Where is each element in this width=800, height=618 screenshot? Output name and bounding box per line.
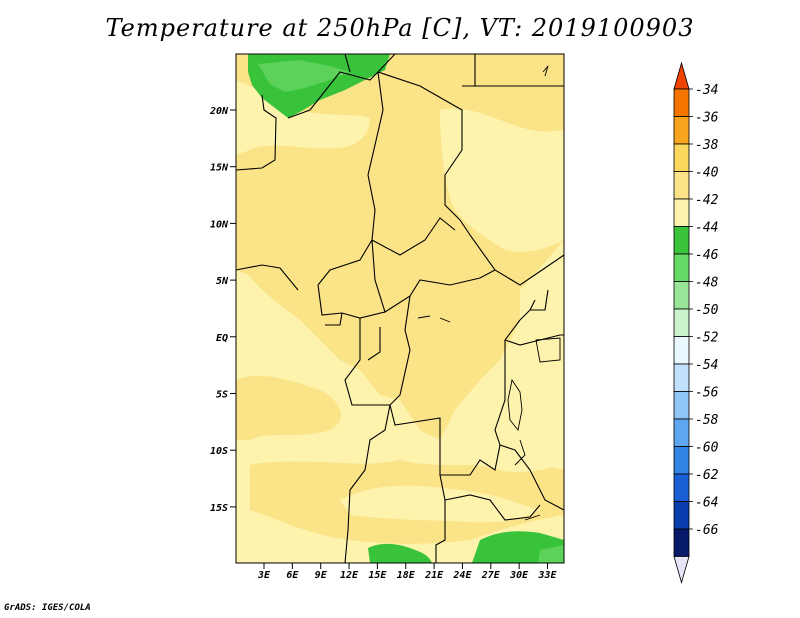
field-pale-east-south: [500, 415, 564, 470]
colorbar-label: -58: [695, 413, 719, 428]
colorbar-box: [673, 446, 690, 475]
colorbar-label: -44: [695, 221, 718, 236]
colorbar-box: [673, 336, 690, 365]
field-green-north-lighter: [258, 60, 350, 92]
colorbar-label: -50: [695, 303, 719, 318]
lat-tick-label: 20N: [209, 106, 229, 117]
colorbar-box: [673, 501, 690, 530]
lon-tick-label: 15E: [368, 570, 387, 581]
lon-tick-label: 3E: [257, 570, 271, 581]
lon-tick-label: 9E: [315, 570, 328, 581]
lat-tick-label: EQ: [216, 333, 228, 344]
lon-tick-label: 27E: [481, 570, 501, 581]
lat-tick-label: 10N: [210, 219, 229, 230]
country-borders: [235, 53, 565, 564]
colorbar-top-arrow: [673, 61, 690, 90]
lon-tick-label: 21E: [424, 570, 444, 581]
colorbar-label: -46: [695, 248, 719, 263]
field-pale-south-band: [340, 485, 540, 523]
colorbar-label: -54: [695, 358, 718, 373]
colorbar-box: [673, 528, 690, 557]
colorbar-label: -48: [695, 276, 719, 291]
colorbar-box: [673, 198, 690, 227]
field-pale-east-north: [440, 108, 564, 252]
latitude-axis: 20N 15N 10N 5N EQ 5S 10S 15S: [209, 106, 236, 514]
colorbar-box: [673, 281, 690, 310]
map-frame: [235, 53, 565, 564]
chart-title: Temperature at 250hPa [C], VT: 201910090…: [105, 14, 695, 42]
colorbar-label: -40: [695, 166, 719, 181]
lakes: [417, 65, 561, 521]
colorbar-label: -36: [695, 111, 719, 126]
longitude-axis: 3E 6E 9E 12E 15E 18E 21E 24E 27E 30E 33E: [257, 563, 558, 581]
colorbar-box: [673, 226, 690, 255]
colorbar-box: [673, 171, 690, 200]
lat-tick-label: 10S: [210, 446, 228, 457]
lon-tick-label: 12E: [340, 570, 359, 581]
field-light-southwest: [236, 375, 341, 440]
credit-text: GrADS: IGES/COLA: [4, 603, 91, 613]
lon-tick-label: 24E: [452, 570, 472, 581]
colorbar-label: -42: [695, 193, 719, 208]
lat-tick-label: 15N: [210, 163, 229, 174]
lat-tick-label: 5S: [216, 390, 228, 401]
colorbar-label: -66: [695, 523, 719, 538]
lat-tick-label: 5N: [216, 276, 229, 287]
colorbar-label: -60: [695, 441, 719, 456]
colorbar-box: [673, 391, 690, 420]
colorbar-label: -64: [695, 496, 718, 511]
lon-tick-label: 33E: [537, 570, 557, 581]
colorbar-box: [673, 418, 690, 447]
lon-tick-label: 18E: [397, 570, 416, 581]
colorbar-bottom-arrow: [673, 556, 690, 584]
colorbar: -34 -36 -38 -40 -42 -44 -46 -48 -50 -52 -54 -56 -58 -…: [673, 61, 719, 584]
colorbar-label: -52: [695, 331, 719, 346]
lat-tick-label: 15S: [210, 503, 228, 514]
colorbar-label: -56: [695, 386, 719, 401]
colorbar-label: -38: [695, 138, 719, 153]
colorbar-box: [673, 88, 690, 117]
field-green-southwest: [368, 543, 432, 563]
colorbar-box: [673, 253, 690, 282]
colorbar-box: [673, 143, 690, 172]
field-green-east-corner: [538, 545, 564, 563]
colorbar-box: [673, 308, 690, 337]
lon-tick-label: 6E: [286, 570, 299, 581]
colorbar-box: [673, 116, 690, 145]
lon-tick-label: 30E: [509, 570, 529, 581]
colorbar-label: -34: [695, 83, 718, 98]
colorbar-label: -62: [695, 468, 719, 483]
map-panel: [235, 53, 565, 564]
colorbar-box: [673, 363, 690, 392]
colorbar-box: [673, 473, 690, 502]
